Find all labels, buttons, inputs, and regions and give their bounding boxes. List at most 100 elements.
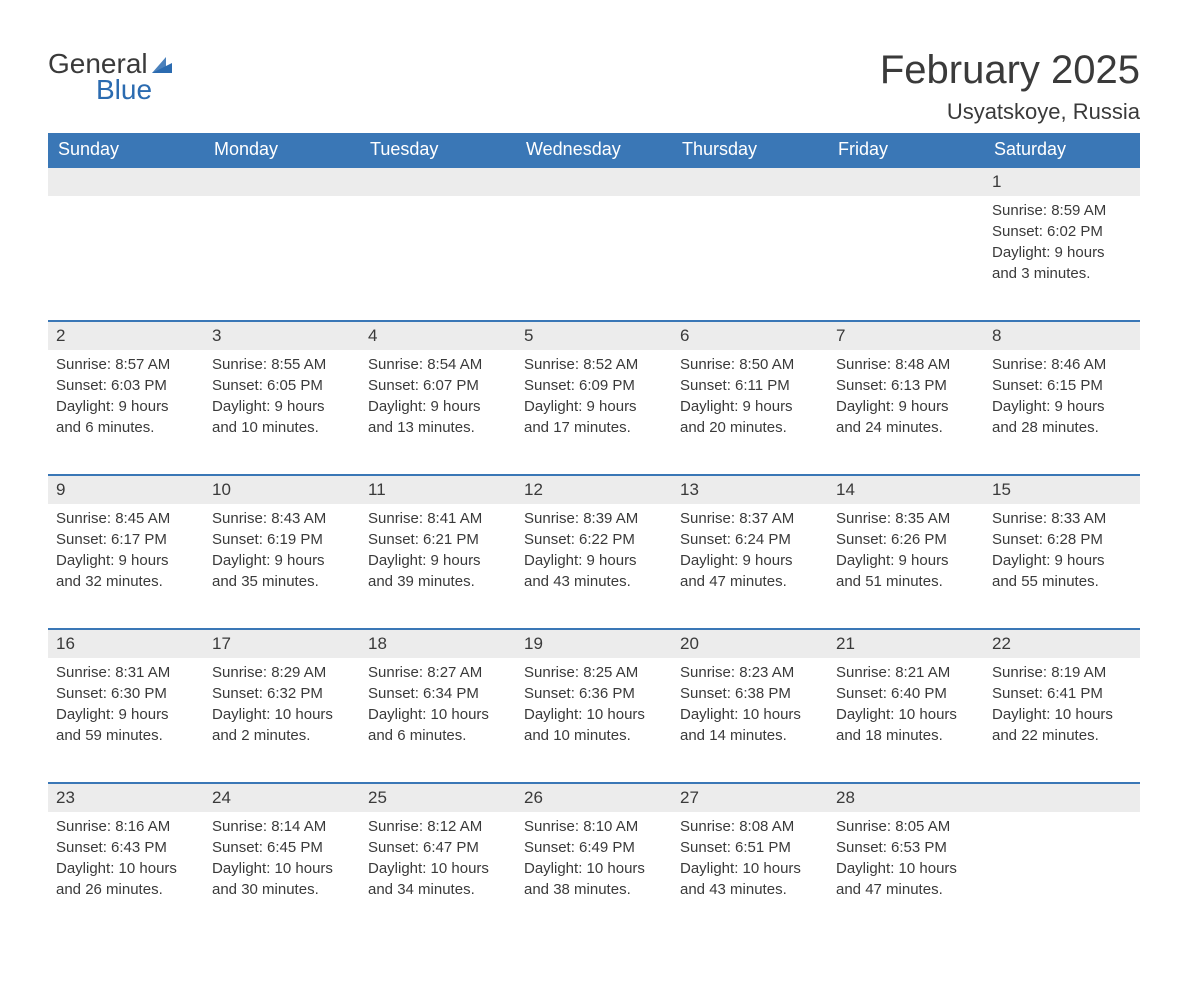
day-number-cell: 20 — [672, 629, 828, 658]
logo: General Blue — [48, 48, 172, 106]
day-number-cell: 14 — [828, 475, 984, 504]
sunrise-line: Sunrise: 8:25 AM — [524, 662, 664, 683]
daylight-line: Daylight: 9 hours and 59 minutes. — [56, 704, 196, 746]
day-number-cell: 12 — [516, 475, 672, 504]
weekday-header: Sunday — [48, 133, 204, 167]
day-data-cell — [48, 196, 204, 321]
sunset-line: Sunset: 6:49 PM — [524, 837, 664, 858]
day-number: 21 — [836, 634, 855, 653]
day-number: 10 — [212, 480, 231, 499]
daylight-line: Daylight: 9 hours and 51 minutes. — [836, 550, 976, 592]
sunrise-line: Sunrise: 8:31 AM — [56, 662, 196, 683]
daylight-line: Daylight: 9 hours and 24 minutes. — [836, 396, 976, 438]
calendar-table: Sunday Monday Tuesday Wednesday Thursday… — [48, 133, 1140, 936]
sunrise-line: Sunrise: 8:23 AM — [680, 662, 820, 683]
day-data-row: Sunrise: 8:57 AMSunset: 6:03 PMDaylight:… — [48, 350, 1140, 475]
daylight-line: Daylight: 9 hours and 32 minutes. — [56, 550, 196, 592]
day-number-cell: 17 — [204, 629, 360, 658]
day-data-cell: Sunrise: 8:41 AMSunset: 6:21 PMDaylight:… — [360, 504, 516, 629]
sunrise-line: Sunrise: 8:27 AM — [368, 662, 508, 683]
day-number-cell: 18 — [360, 629, 516, 658]
daylight-line: Daylight: 10 hours and 2 minutes. — [212, 704, 352, 746]
day-data-row: Sunrise: 8:59 AMSunset: 6:02 PMDaylight:… — [48, 196, 1140, 321]
sunset-line: Sunset: 6:51 PM — [680, 837, 820, 858]
day-number-cell: 6 — [672, 321, 828, 350]
day-data-cell: Sunrise: 8:25 AMSunset: 6:36 PMDaylight:… — [516, 658, 672, 783]
day-number: 22 — [992, 634, 1011, 653]
daylight-line: Daylight: 10 hours and 10 minutes. — [524, 704, 664, 746]
sunset-line: Sunset: 6:03 PM — [56, 375, 196, 396]
day-data-cell: Sunrise: 8:43 AMSunset: 6:19 PMDaylight:… — [204, 504, 360, 629]
sunset-line: Sunset: 6:28 PM — [992, 529, 1132, 550]
sunset-line: Sunset: 6:41 PM — [992, 683, 1132, 704]
daylight-line: Daylight: 9 hours and 43 minutes. — [524, 550, 664, 592]
sunrise-line: Sunrise: 8:14 AM — [212, 816, 352, 837]
logo-text-blue: Blue — [96, 74, 152, 106]
day-data-cell: Sunrise: 8:50 AMSunset: 6:11 PMDaylight:… — [672, 350, 828, 475]
day-number: 27 — [680, 788, 699, 807]
day-number-cell: 21 — [828, 629, 984, 658]
day-number-row: 16 17 18 19 20 21 22 — [48, 629, 1140, 658]
day-number-cell: 5 — [516, 321, 672, 350]
day-data-cell: Sunrise: 8:31 AMSunset: 6:30 PMDaylight:… — [48, 658, 204, 783]
daylight-line: Daylight: 10 hours and 43 minutes. — [680, 858, 820, 900]
sunset-line: Sunset: 6:17 PM — [56, 529, 196, 550]
sunrise-line: Sunrise: 8:59 AM — [992, 200, 1132, 221]
day-number: 6 — [680, 326, 689, 345]
day-number: 26 — [524, 788, 543, 807]
weekday-header: Monday — [204, 133, 360, 167]
day-number: 24 — [212, 788, 231, 807]
day-number-cell: 15 — [984, 475, 1140, 504]
sunset-line: Sunset: 6:26 PM — [836, 529, 976, 550]
day-number-cell: 23 — [48, 783, 204, 812]
daylight-line: Daylight: 9 hours and 10 minutes. — [212, 396, 352, 438]
sunset-line: Sunset: 6:40 PM — [836, 683, 976, 704]
daylight-line: Daylight: 10 hours and 26 minutes. — [56, 858, 196, 900]
day-data-cell: Sunrise: 8:10 AMSunset: 6:49 PMDaylight:… — [516, 812, 672, 936]
day-data-cell: Sunrise: 8:48 AMSunset: 6:13 PMDaylight:… — [828, 350, 984, 475]
day-data-cell: Sunrise: 8:57 AMSunset: 6:03 PMDaylight:… — [48, 350, 204, 475]
daylight-line: Daylight: 10 hours and 47 minutes. — [836, 858, 976, 900]
daylight-line: Daylight: 9 hours and 28 minutes. — [992, 396, 1132, 438]
day-number: 23 — [56, 788, 75, 807]
day-data-cell: Sunrise: 8:08 AMSunset: 6:51 PMDaylight:… — [672, 812, 828, 936]
sunrise-line: Sunrise: 8:41 AM — [368, 508, 508, 529]
daylight-line: Daylight: 9 hours and 17 minutes. — [524, 396, 664, 438]
day-number: 12 — [524, 480, 543, 499]
day-number-cell: 7 — [828, 321, 984, 350]
day-data-cell: Sunrise: 8:46 AMSunset: 6:15 PMDaylight:… — [984, 350, 1140, 475]
day-number-cell — [360, 167, 516, 196]
sunrise-line: Sunrise: 8:16 AM — [56, 816, 196, 837]
day-number: 16 — [56, 634, 75, 653]
day-number: 19 — [524, 634, 543, 653]
daylight-line: Daylight: 9 hours and 55 minutes. — [992, 550, 1132, 592]
day-data-cell: Sunrise: 8:29 AMSunset: 6:32 PMDaylight:… — [204, 658, 360, 783]
sunrise-line: Sunrise: 8:19 AM — [992, 662, 1132, 683]
day-number-cell: 27 — [672, 783, 828, 812]
day-data-cell: Sunrise: 8:33 AMSunset: 6:28 PMDaylight:… — [984, 504, 1140, 629]
day-number: 13 — [680, 480, 699, 499]
day-data-cell: Sunrise: 8:59 AMSunset: 6:02 PMDaylight:… — [984, 196, 1140, 321]
day-number-cell: 28 — [828, 783, 984, 812]
day-number-cell — [672, 167, 828, 196]
month-title: February 2025 — [880, 48, 1140, 93]
daylight-line: Daylight: 10 hours and 18 minutes. — [836, 704, 976, 746]
sunrise-line: Sunrise: 8:55 AM — [212, 354, 352, 375]
page-header: General Blue February 2025 Usyatskoye, R… — [48, 48, 1140, 125]
day-data-cell: Sunrise: 8:16 AMSunset: 6:43 PMDaylight:… — [48, 812, 204, 936]
sunset-line: Sunset: 6:07 PM — [368, 375, 508, 396]
day-number-cell: 26 — [516, 783, 672, 812]
sunset-line: Sunset: 6:09 PM — [524, 375, 664, 396]
day-data-cell: Sunrise: 8:21 AMSunset: 6:40 PMDaylight:… — [828, 658, 984, 783]
day-number-cell: 22 — [984, 629, 1140, 658]
sunset-line: Sunset: 6:36 PM — [524, 683, 664, 704]
day-number-cell: 25 — [360, 783, 516, 812]
flag-icon — [152, 57, 172, 73]
day-data-cell: Sunrise: 8:39 AMSunset: 6:22 PMDaylight:… — [516, 504, 672, 629]
weekday-header: Wednesday — [516, 133, 672, 167]
daylight-line: Daylight: 9 hours and 20 minutes. — [680, 396, 820, 438]
day-number: 14 — [836, 480, 855, 499]
day-data-cell — [360, 196, 516, 321]
sunrise-line: Sunrise: 8:50 AM — [680, 354, 820, 375]
day-number: 18 — [368, 634, 387, 653]
